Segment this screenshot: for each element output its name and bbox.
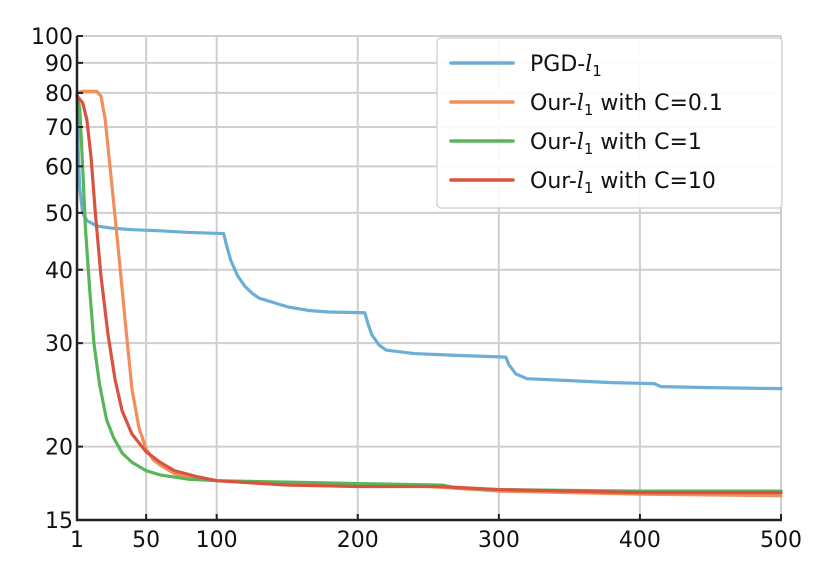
x-tick-label: 300	[478, 528, 520, 553]
y-tick-label: 90	[45, 52, 73, 77]
y-tick-label: 100	[31, 25, 73, 50]
x-tick-label: 400	[619, 528, 661, 553]
x-tick-label: 500	[760, 528, 802, 553]
x-tick-label: 1	[70, 528, 84, 553]
y-tick-label: 30	[45, 332, 73, 357]
series-lines	[75, 89, 783, 498]
y-tick-label: 20	[45, 436, 73, 461]
legend-box	[436, 37, 783, 209]
x-tick-labels: 1 50 100 200 300 400 500	[70, 528, 802, 553]
series-line-4	[75, 94, 783, 495]
y-tick-label: 70	[45, 116, 73, 141]
y-tick-label: 80	[45, 82, 73, 107]
legend-label-1: PGD-l1	[530, 52, 602, 80]
x-tick-label: 200	[337, 528, 379, 553]
legend-label-4: Our-l1 with C=10	[530, 169, 716, 197]
axes	[75, 35, 782, 522]
y-tick-label: 15	[45, 509, 73, 534]
legend-label-2: Our-l1 with C=0.1	[530, 91, 723, 119]
y-tick-label: 40	[45, 259, 73, 284]
x-tick-label: 100	[196, 528, 238, 553]
series-line-1	[75, 91, 783, 391]
legend: PGD-l1 Our-l1 with C=0.1 Our-l1 with C=1 Ou…	[436, 37, 783, 209]
y-tick-label: 60	[45, 155, 73, 180]
legend-label-3: Our-l1 with C=1	[530, 130, 702, 158]
x-tick-label: 50	[132, 528, 160, 553]
y-tick-label: 50	[45, 202, 73, 227]
